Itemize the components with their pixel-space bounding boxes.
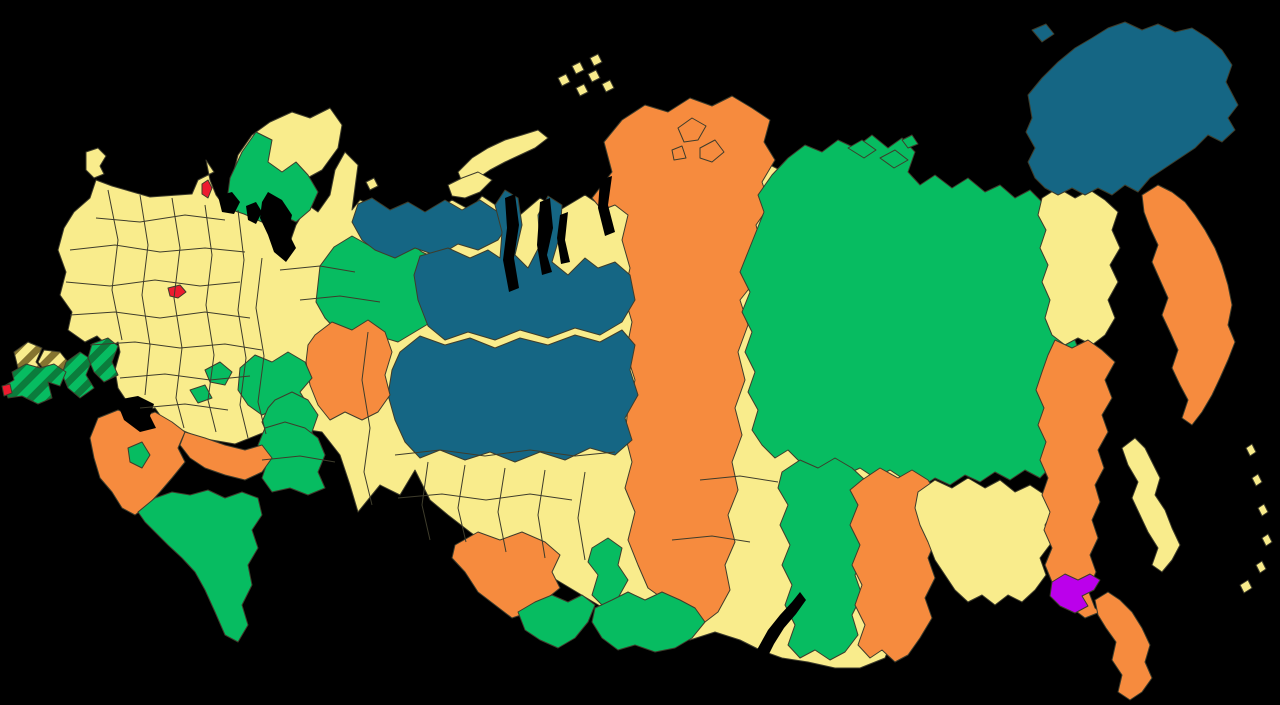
sakhalin-oblast-region	[1121, 437, 1181, 573]
inner-borders-layer	[65, 189, 779, 561]
novaya-zemlya-south-island-region	[447, 171, 493, 199]
oblast-border	[577, 471, 586, 561]
yamalo-nenets-autonomous-okrug-region	[413, 189, 636, 341]
amur-oblast-region	[914, 477, 1056, 606]
donetsk-annexed-region	[61, 351, 95, 399]
ob-gulf-east-water	[537, 198, 553, 275]
jewish-autonomous-oblast-region	[1049, 573, 1101, 614]
altai-krai-region	[451, 531, 561, 619]
oblast-border	[255, 257, 267, 435]
lake-onega-water	[246, 202, 262, 224]
saint-petersburg-federal-city-region	[201, 179, 213, 199]
oblast-border	[69, 244, 246, 253]
sevastopol-federal-city-region	[1, 383, 13, 397]
oblast-border	[237, 209, 249, 439]
franz-josef-land-3-region	[587, 69, 601, 83]
wrangel-island-region	[1031, 23, 1055, 43]
oblast-border	[89, 341, 263, 351]
oblast-border	[139, 403, 229, 411]
franz-josef-land-2-region	[571, 61, 585, 75]
kuril-islands-6-region	[1239, 579, 1253, 594]
white-sea-water	[260, 192, 296, 262]
lake-ladoga-water	[218, 192, 240, 214]
kuril-islands-3-region	[1257, 503, 1269, 517]
new-siberian-islands-3-region	[901, 134, 919, 149]
oblast-border	[69, 311, 251, 319]
kuril-islands-1-region	[1245, 443, 1257, 457]
franz-josef-land-5-region	[575, 83, 589, 97]
buryatia-republic-region	[777, 457, 869, 661]
kuril-islands-4-region	[1261, 533, 1273, 547]
primorsky-krai-region	[1094, 591, 1153, 701]
oblast-border	[671, 535, 751, 543]
moscow-federal-city-region	[167, 284, 187, 299]
oblast-border	[397, 493, 573, 501]
north-caucasus-republics-region	[137, 489, 263, 643]
oblast-border	[299, 295, 381, 303]
oblast-border	[699, 475, 779, 483]
oblast-border	[107, 189, 123, 341]
kaliningrad-oblast-region	[85, 147, 107, 179]
oblast-border	[95, 214, 226, 223]
krasnoyarsk-krai-region	[591, 95, 776, 623]
tuva-republic-region	[591, 591, 706, 653]
severnaya-zemlya-3-region	[671, 145, 687, 161]
oblast-border	[537, 469, 546, 559]
severnaya-zemlya-2-region	[699, 139, 725, 163]
sea-of-azov-water	[116, 396, 156, 432]
new-siberian-islands-1-region	[847, 139, 877, 159]
oblast-border	[497, 467, 507, 553]
perm-krai-region	[305, 319, 393, 421]
yenisei-gulf-water	[598, 176, 615, 236]
regions-layer	[1, 21, 1273, 701]
kamchatka-krai-region	[1141, 184, 1236, 426]
oblast-border	[279, 265, 356, 273]
luhansk-annexed-region	[87, 337, 119, 383]
oblast-border	[394, 449, 616, 457]
oblast-border	[171, 197, 185, 429]
stavropol-krai-region	[179, 431, 273, 481]
franz-josef-land-6-region	[589, 53, 603, 67]
kuril-islands-5-region	[1255, 560, 1267, 574]
oblast-border	[261, 455, 336, 463]
chuvashia-mordovia-2-region	[189, 384, 213, 404]
khanty-mansi-autonomous-okrug-region	[387, 329, 639, 463]
magadan-oblast-region	[1037, 187, 1121, 346]
oblast-border	[421, 461, 431, 541]
altai-republic-region	[517, 594, 596, 649]
chukotka-autonomous-okrug-region	[1025, 21, 1239, 196]
franz-josef-land-1-region	[557, 73, 571, 87]
lake-baikal-water	[752, 592, 806, 668]
ob-gulf-west-water	[503, 194, 519, 292]
kuril-islands-2-region	[1251, 473, 1263, 487]
new-siberian-islands-2-region	[879, 149, 909, 169]
oblast-border	[139, 194, 151, 396]
oblast-border	[361, 331, 373, 506]
kolguyev-island-region	[365, 177, 379, 191]
oblast-border	[204, 204, 217, 433]
waters-layer	[116, 176, 806, 668]
oblast-border	[119, 373, 251, 381]
oblast-border	[65, 279, 241, 287]
oblast-border	[457, 464, 467, 543]
adygea-republic-region	[127, 441, 151, 469]
franz-josef-land-4-region	[601, 79, 615, 93]
taz-estuary-water	[557, 212, 570, 264]
severnaya-zemlya-1-region	[677, 117, 707, 143]
